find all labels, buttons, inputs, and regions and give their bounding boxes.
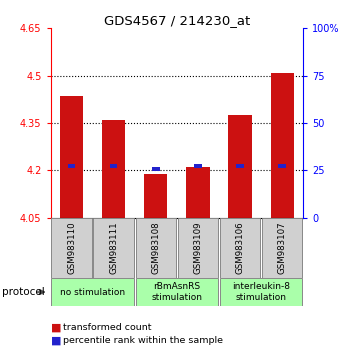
Text: GSM983110: GSM983110 (67, 222, 76, 274)
Bar (68, 164, 75, 168)
Bar (186, 167, 209, 218)
Text: GSM983107: GSM983107 (278, 222, 287, 274)
Text: GSM983108: GSM983108 (151, 222, 160, 274)
Text: ■: ■ (51, 336, 61, 346)
Text: transformed count: transformed count (63, 323, 152, 332)
Bar (136, 218, 176, 278)
Text: GSM983109: GSM983109 (193, 222, 203, 274)
Title: GDS4567 / 214230_at: GDS4567 / 214230_at (104, 14, 250, 27)
Bar (236, 164, 244, 168)
Bar (51, 278, 134, 306)
Text: GSM983111: GSM983111 (109, 222, 118, 274)
Bar (220, 218, 260, 278)
Text: percentile rank within the sample: percentile rank within the sample (63, 336, 223, 345)
Bar (144, 173, 168, 218)
Bar (220, 278, 303, 306)
Bar (194, 164, 202, 168)
Bar (110, 164, 117, 168)
Bar (60, 96, 83, 218)
Bar (102, 120, 125, 218)
Text: protocol: protocol (2, 287, 44, 297)
Bar (178, 218, 218, 278)
Bar (229, 115, 252, 218)
Bar (51, 218, 92, 278)
Bar (271, 73, 294, 218)
Text: ■: ■ (51, 322, 61, 332)
Bar (152, 167, 160, 171)
Bar (278, 164, 286, 168)
Text: rBmAsnRS
stimulation: rBmAsnRS stimulation (151, 282, 203, 302)
Bar (136, 278, 218, 306)
Text: interleukin-8
stimulation: interleukin-8 stimulation (232, 282, 290, 302)
Text: GSM983106: GSM983106 (236, 222, 244, 274)
Bar (93, 218, 134, 278)
Text: no stimulation: no stimulation (60, 287, 125, 297)
Bar (262, 218, 303, 278)
